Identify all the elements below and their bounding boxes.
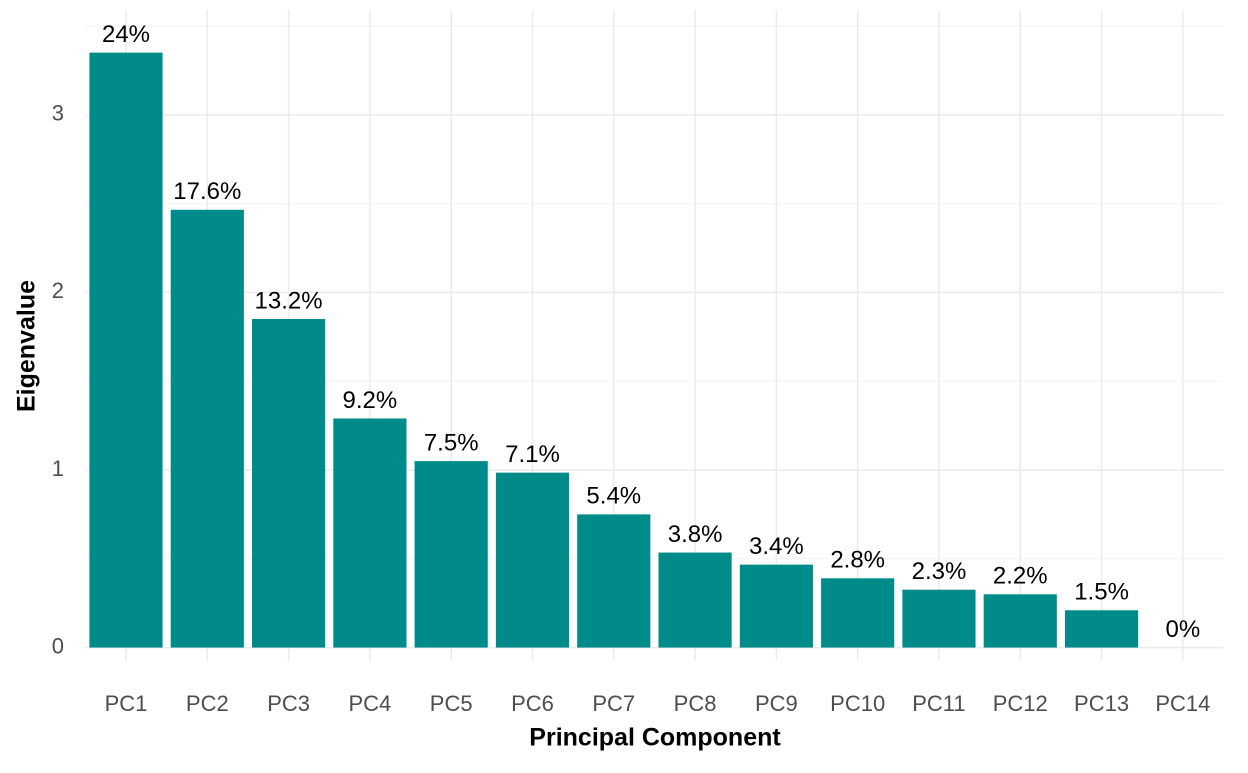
bar-label: 3.8% [668,521,723,548]
y-axis-title: Eigenvalue [13,280,41,412]
y-tick-label: 0 [52,633,64,658]
bar-label: 2.2% [993,563,1048,590]
bar-label: 9.2% [343,387,398,414]
bar-label: 13.2% [255,287,323,314]
bar [1064,610,1139,648]
x-tick-label: PC3 [267,691,310,716]
marks [89,52,1139,648]
bar [658,552,732,648]
bar [902,589,976,648]
x-tick-label: PC4 [348,691,391,716]
x-tick-label: PC10 [830,691,885,716]
x-tick-label: PC2 [186,691,229,716]
bar [577,514,651,648]
y-tick-label: 2 [52,278,64,303]
bar-label: 1.5% [1074,579,1129,606]
x-tick-label: PC8 [674,691,717,716]
x-axis-title: Principal Component [529,724,781,752]
bar [414,461,488,648]
bar-label: 2.3% [912,558,967,585]
x-tick-label: PC7 [592,691,635,716]
bar [821,578,895,648]
bar-label: 3.4% [749,533,804,560]
bar [739,564,813,648]
x-tick-label: PC11 [912,691,965,716]
bar-label: 7.5% [424,429,479,456]
bar [983,594,1057,648]
bar-label: 2.8% [830,547,885,574]
y-tick-label: 1 [52,456,64,481]
bar [252,319,326,648]
bar [89,52,163,648]
y-tick-label: 3 [52,101,64,126]
bar-label: 5.4% [586,483,641,510]
x-tick-label: PC6 [511,691,554,716]
x-tick-label: PC9 [755,691,798,716]
x-tick-label: PC5 [430,691,473,716]
x-tick-label: PC1 [105,691,148,716]
x-tick-label: PC12 [993,691,1048,716]
bar-label: 24% [102,21,150,48]
bar-label: 7.1% [505,441,560,468]
bar [170,209,244,648]
x-tick-label: PC13 [1074,691,1129,716]
bar-label: 17.6% [173,178,241,205]
bar [495,472,570,648]
bar-label: 0% [1166,616,1201,643]
x-tick-label: PC14 [1155,691,1210,716]
bar [333,418,407,648]
